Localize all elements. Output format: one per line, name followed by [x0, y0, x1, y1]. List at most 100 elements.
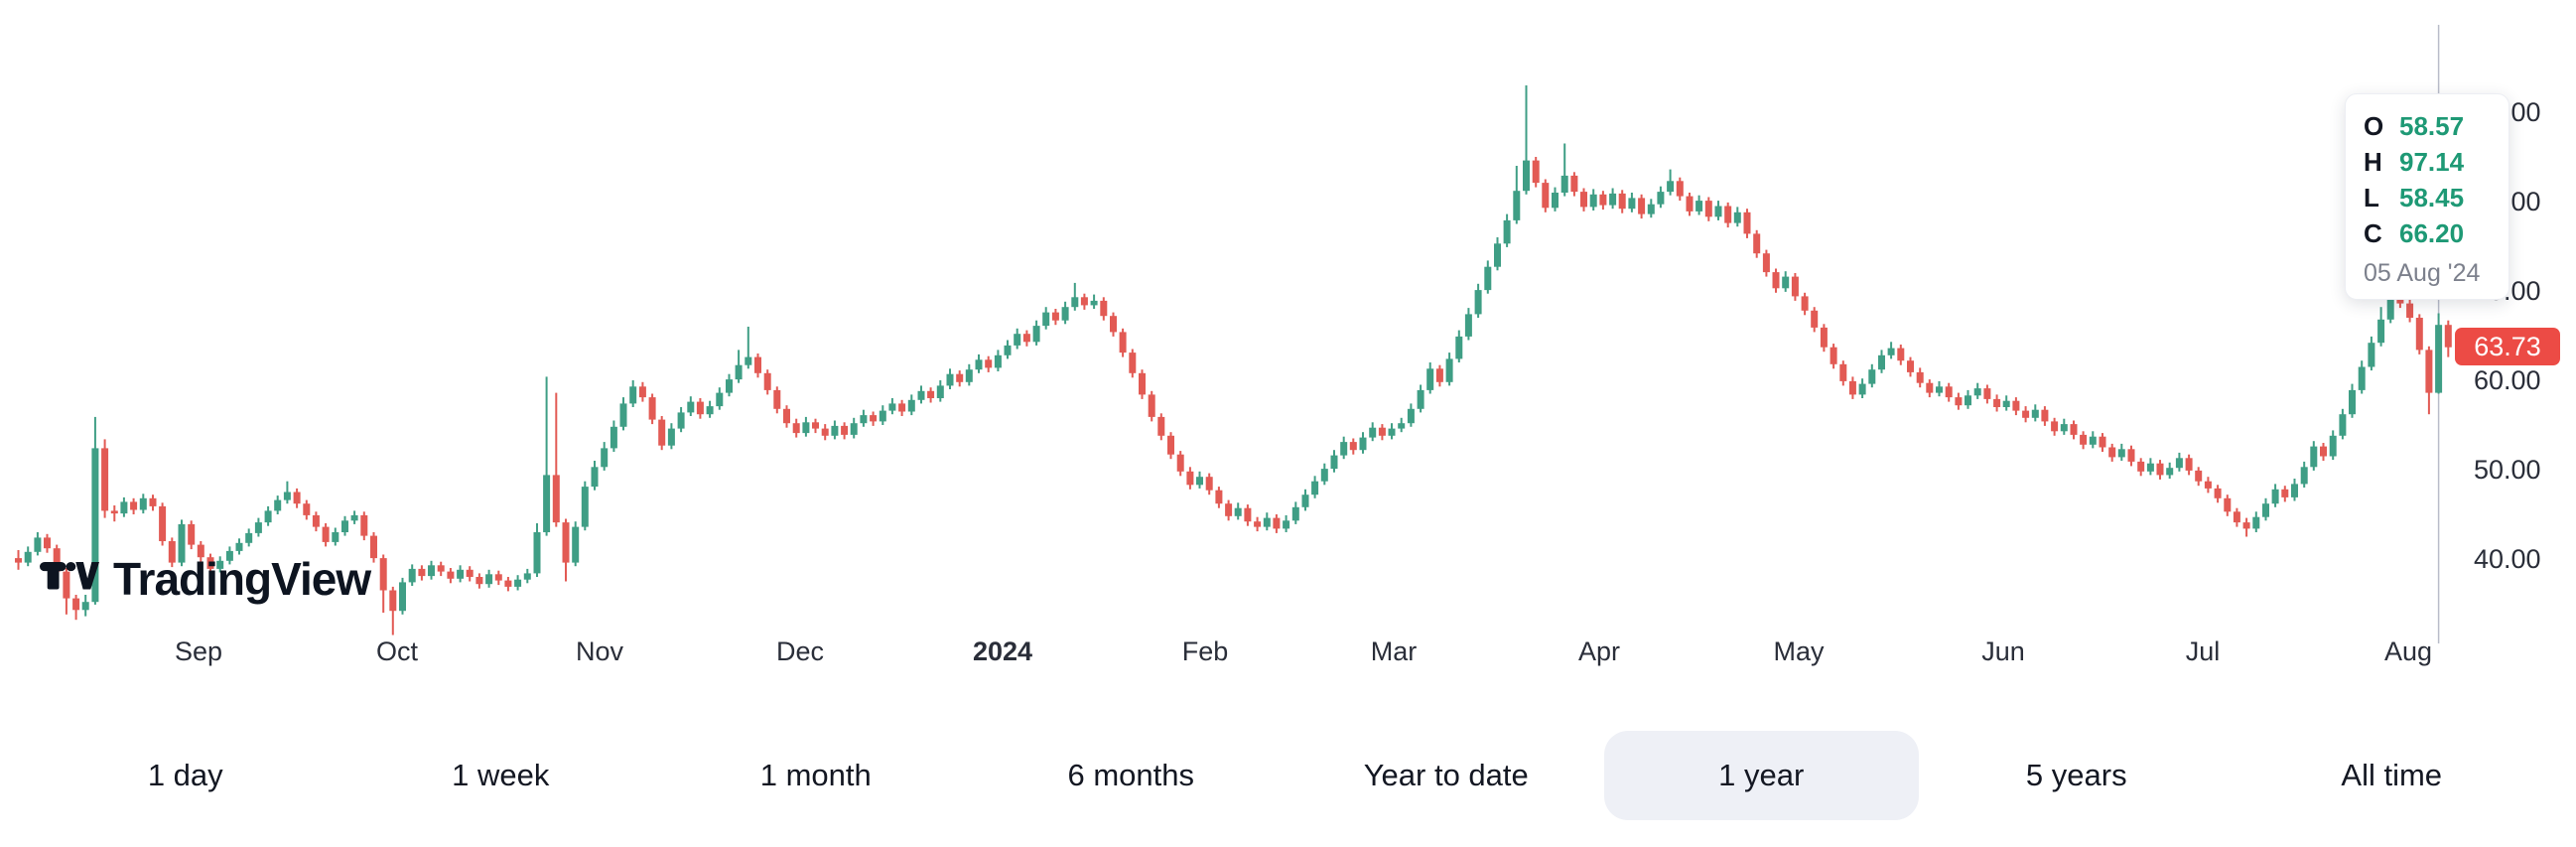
candle-body	[1609, 193, 1617, 206]
candle-body	[514, 579, 522, 587]
candle-body	[2108, 447, 2116, 458]
candle-body	[907, 399, 915, 412]
candle-body	[523, 573, 531, 580]
candle-body	[216, 560, 224, 569]
candle-body	[1647, 204, 1655, 214]
candle-body	[245, 532, 253, 543]
candle-body	[1965, 395, 1971, 406]
candle-body	[1820, 327, 1828, 348]
candle-body	[274, 499, 282, 511]
candle-body	[1618, 193, 1626, 210]
candle-body	[1176, 454, 1184, 472]
candle-body	[139, 497, 147, 510]
candle-body	[2031, 409, 2039, 418]
candle-body	[2396, 296, 2404, 304]
candle-wick	[545, 376, 548, 536]
candle-body	[91, 448, 99, 603]
time-tick: Sep	[174, 636, 223, 666]
candle-body	[831, 425, 839, 436]
candle-wick	[746, 327, 749, 369]
candle-body	[2339, 414, 2347, 436]
price-tick: 50.00	[2474, 455, 2541, 485]
candle-body	[2320, 446, 2327, 457]
candle-body	[2233, 511, 2240, 523]
candle-body	[2349, 389, 2356, 415]
range-button-6-months[interactable]: 6 months	[974, 731, 1289, 820]
candle-body	[1628, 198, 1636, 210]
candle-body	[2224, 497, 2232, 512]
candle-body	[2281, 489, 2289, 497]
candle-body	[1523, 160, 1530, 192]
candle-body	[1762, 253, 1770, 273]
candle-body	[1273, 517, 1281, 529]
candle-body	[821, 428, 829, 436]
candle-body	[1435, 368, 1443, 382]
candle-body	[1484, 266, 1492, 291]
candle-body	[1868, 369, 1876, 384]
candle-body	[2166, 468, 2174, 476]
range-button-year-to-date[interactable]: Year to date	[1288, 731, 1604, 820]
candle-body	[1100, 300, 1108, 317]
candle-body	[1589, 194, 1597, 208]
tradingview-logo[interactable]: TradingView	[40, 554, 371, 604]
range-button-1-year[interactable]: 1 year	[1603, 731, 1919, 820]
candle-body	[2329, 435, 2337, 457]
candle-body	[2310, 446, 2318, 468]
candle-body	[2406, 303, 2414, 318]
candle-wick	[1563, 143, 1566, 197]
candle-body	[360, 514, 368, 536]
low-value: 58.45	[2399, 183, 2465, 212]
candle-body	[2214, 488, 2222, 498]
candle-body	[1907, 360, 1914, 372]
candle-body	[956, 373, 964, 382]
candle-body	[1638, 198, 1646, 214]
time-tick: Apr	[1577, 636, 1621, 666]
candle-body	[350, 514, 358, 521]
candle-body	[965, 369, 973, 382]
candle-body	[619, 403, 627, 427]
close-label: C	[2364, 218, 2382, 248]
candle-body	[927, 390, 935, 398]
candle-body	[370, 535, 377, 559]
time-tick: Mar	[1370, 636, 1418, 666]
candle-body	[802, 422, 810, 434]
range-button-1-month[interactable]: 1 month	[658, 731, 974, 820]
candle-body	[1205, 477, 1213, 491]
candle-body	[341, 520, 348, 532]
candle-body	[1955, 397, 1963, 406]
time-tick: Oct	[375, 636, 418, 666]
candle-body	[2156, 463, 2164, 476]
candle-body	[1234, 507, 1242, 516]
range-button-1-day[interactable]: 1 day	[28, 731, 343, 820]
range-button-5-years[interactable]: 5 years	[1919, 731, 2235, 820]
candle-body	[1878, 354, 1885, 370]
candle-body	[1858, 383, 1866, 395]
candle-body	[1743, 212, 1751, 234]
time-tick: Feb	[1181, 636, 1229, 666]
time-tick: May	[1773, 636, 1825, 666]
candle-body	[870, 415, 878, 422]
candle-body	[2127, 449, 2135, 462]
candle-body	[2022, 410, 2030, 418]
candle-body	[773, 389, 781, 409]
range-button-1-week[interactable]: 1 week	[343, 731, 659, 820]
candle-body	[552, 475, 560, 523]
candle-body	[1283, 520, 1290, 529]
candle-body	[2242, 522, 2250, 529]
price-tick: 60.00	[2474, 365, 2541, 395]
candle-wick	[1073, 282, 1076, 311]
candle-body	[457, 569, 465, 579]
candle-body	[1503, 219, 1511, 244]
candle-body	[763, 372, 771, 390]
candle-body	[2415, 318, 2423, 351]
candle-body	[783, 408, 790, 424]
candle-body	[1973, 388, 1981, 396]
candle-body	[735, 364, 743, 380]
candle-body	[1494, 243, 1501, 267]
candle-body	[188, 523, 196, 545]
candle-body	[1753, 233, 1761, 254]
candle-body	[1772, 272, 1780, 289]
tooltip-close-row: C 66.20	[2364, 215, 2491, 251]
range-button-all-time[interactable]: All time	[2235, 731, 2550, 820]
